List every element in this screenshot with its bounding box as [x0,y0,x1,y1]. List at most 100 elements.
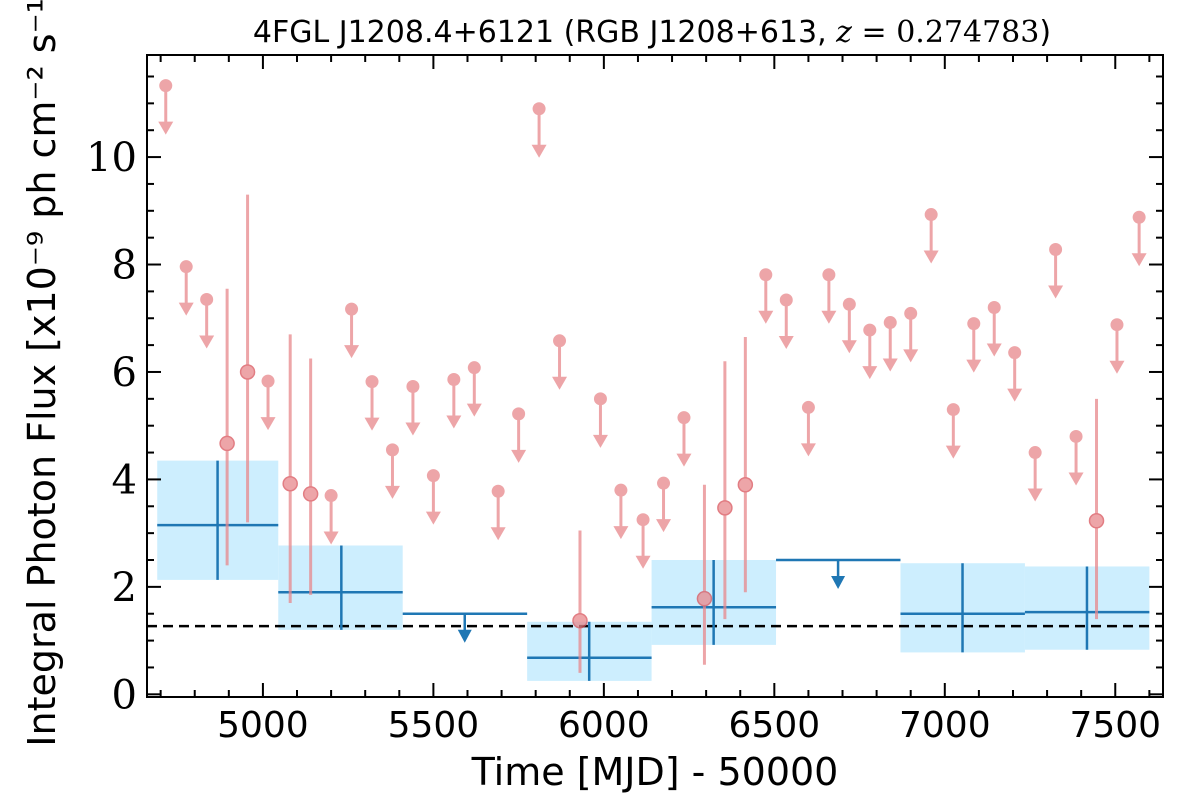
short-bin-limit-arrow [592,434,608,448]
short-bin-upper-limit-25 [841,297,857,354]
short-bin-upper-limit-1 [178,260,194,316]
x-tick-label: 5000 [217,705,309,746]
short-bin-limit-marker [491,484,505,498]
short-bin-limit-arrow [552,376,568,390]
short-bin-limit-marker [904,306,918,320]
long-bin-upper-limit-1 [776,558,901,590]
long-bin-point-1 [278,545,403,630]
short-bin-limit-marker [1028,446,1042,460]
short-bin-limit-arrow [945,445,961,459]
short-bin-limit-arrow [1131,253,1147,267]
short-bin-limit-marker [406,379,420,393]
short-bin-limit-marker [677,411,691,425]
long-bin-point-2 [527,621,652,681]
x-tick-label: 5500 [388,705,480,746]
short-bin-upper-limit-34 [1027,446,1043,502]
short-bin-upper-limit-31 [966,317,982,373]
short-bin-upper-limit-38 [1131,210,1147,267]
short-bin-marker [282,475,298,492]
short-bin-upper-limit-23 [800,400,816,457]
short-bin-upper-limit-6 [364,375,380,431]
short-bin-limit-arrow [178,302,194,316]
short-bin-limit-arrow [613,526,629,540]
short-bin-limit-marker [593,392,607,406]
short-bin-upper-limit-17 [613,483,629,540]
short-bin-upper-limit-37 [1109,318,1125,374]
short-bin-limit-arrow [323,531,339,545]
short-bin-upper-limit-10 [446,372,462,429]
short-bin-upper-limit-3 [260,374,276,431]
short-bin-limit-marker [822,268,836,282]
short-bin-limit-marker [801,400,815,414]
short-bin-limit-arrow [384,485,400,499]
short-bin-limit-marker [657,476,671,490]
short-bin-upper-limit-36 [1068,429,1084,486]
short-bin-upper-limit-35 [1048,242,1064,299]
short-bin-point-4 [572,530,588,673]
plot-area [147,79,1163,681]
short-bin-point-5 [696,484,713,665]
short-bin-upper-limit-32 [986,301,1002,357]
x-tick-label: 6500 [729,705,821,746]
short-bin-upper-limit-28 [903,306,919,363]
short-bin-limit-marker [467,361,481,375]
short-bin-limit-marker [345,302,359,316]
short-bin-limit-marker [759,268,773,282]
short-bin-limit-arrow [199,335,215,349]
short-bin-point-7 [737,337,754,593]
short-bin-limit-marker [426,469,440,483]
short-bin-limit-arrow [656,519,672,533]
short-bin-limit-arrow [490,527,506,541]
short-bin-upper-limit-30 [945,403,961,459]
short-bin-limit-marker [532,102,546,116]
short-bin-point-8 [1088,398,1105,620]
short-bin-marker [219,435,235,452]
short-bin-limit-arrow [158,121,174,135]
short-bin-limit-arrow [903,349,919,363]
y-tick-label: 2 [112,565,137,611]
short-bin-upper-limit-21 [758,268,774,324]
short-bin-limit-arrow [425,511,441,525]
short-bin-limit-arrow [778,335,794,349]
long-bin-point-3 [651,560,777,645]
short-bin-limit-marker [636,513,650,527]
short-bin-limit-arrow [344,345,360,359]
short-bin-upper-limit-14 [531,102,547,158]
short-bin-limit-arrow [1068,472,1084,486]
y-tick-label: 4 [112,457,137,503]
short-bin-limit-arrow [821,310,837,324]
short-bin-upper-limit-2 [199,292,215,349]
short-bin-upper-limit-13 [511,407,527,463]
short-bin-point-2 [282,334,298,603]
short-bin-limit-marker [1069,429,1083,443]
x-tick-label: 7000 [899,705,991,746]
short-bin-limit-arrow [466,403,482,417]
y-tick-label: 0 [112,672,137,718]
long-bin-limit-arrow [457,629,472,643]
short-bin-limit-marker [1049,242,1063,256]
short-bin-upper-limit-19 [656,476,672,533]
short-bin-upper-limit-26 [862,323,878,380]
short-bin-upper-limit-22 [778,293,794,349]
short-bin-upper-limit-18 [635,513,651,569]
short-bin-limit-arrow [1007,388,1023,402]
chart-title: 4FGL J1208.4+6121 (RGB J1208+613, z = 0.… [253,15,1051,50]
short-bin-limit-arrow [405,422,421,436]
short-bin-marker [572,612,588,629]
long-bin-point-0 [157,460,279,580]
short-bin-marker [717,500,733,516]
short-bin-upper-limit-29 [923,208,939,264]
short-bin-upper-limit-0 [158,79,174,135]
short-bin-point-0 [219,288,235,566]
y-tick-label: 6 [112,350,137,396]
short-bin-limit-arrow [862,366,878,380]
short-bin-marker [1088,513,1105,529]
short-bin-limit-marker [863,323,877,337]
short-bin-limit-arrow [758,310,774,324]
plot-frame [146,54,1164,698]
y-tick-label: 10 [86,135,137,181]
short-bin-limit-arrow [531,144,547,158]
short-bin-limit-marker [365,375,379,389]
short-bin-limit-marker [1110,318,1124,332]
